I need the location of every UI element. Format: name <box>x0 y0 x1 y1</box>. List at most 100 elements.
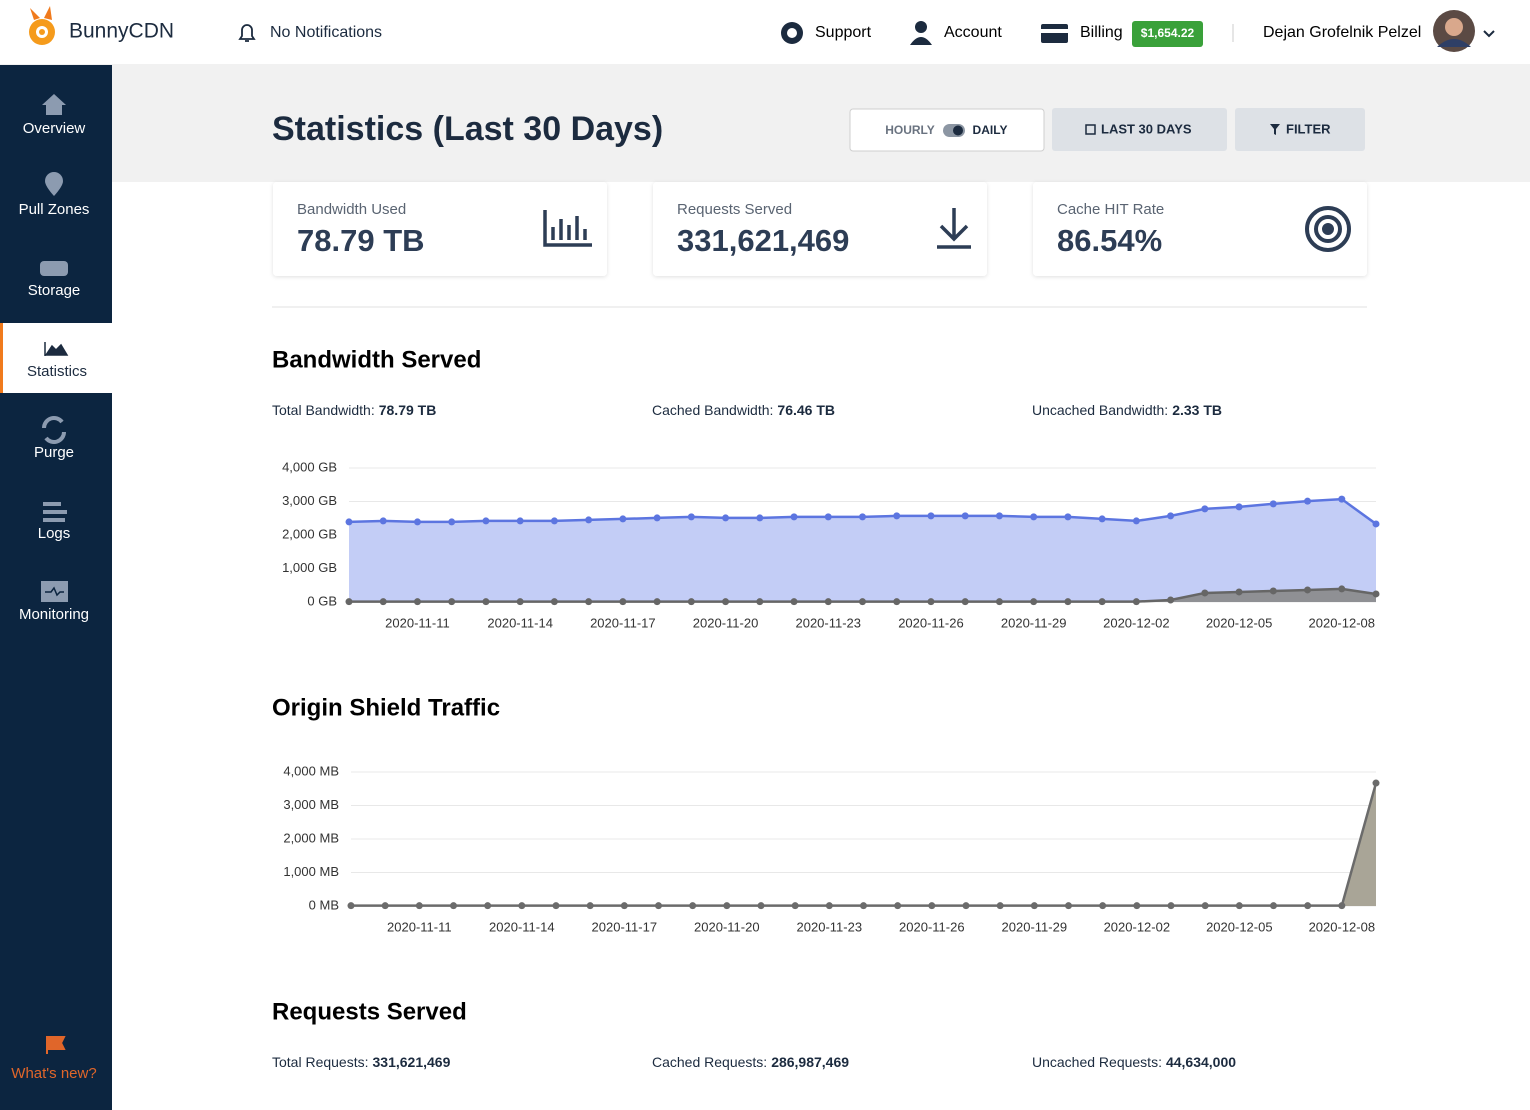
point <box>620 902 628 910</box>
balance-badge <box>1132 21 1203 47</box>
point <box>1338 902 1346 910</box>
point <box>722 514 730 522</box>
point <box>415 902 423 910</box>
point <box>757 902 765 910</box>
point <box>824 513 832 521</box>
top-bar <box>0 0 1530 65</box>
y-tick-label: 2,000 GB <box>282 526 337 541</box>
icon-whats-new <box>46 1036 66 1054</box>
section-title: Origin Shield Traffic <box>272 694 500 721</box>
point <box>619 598 627 606</box>
point <box>995 598 1003 606</box>
range-label[interactable]: LAST 30 DAYS <box>1101 121 1192 136</box>
filter-label[interactable]: FILTER <box>1286 121 1331 136</box>
icon-target <box>1305 206 1351 252</box>
point <box>1269 587 1277 595</box>
point <box>379 517 387 525</box>
nav-support[interactable]: Support <box>815 24 872 41</box>
sidebar-item[interactable]: Purge <box>34 444 74 461</box>
summary-value: 331,621,469 <box>373 1054 451 1070</box>
sidebar-item[interactable]: Statistics <box>27 363 87 380</box>
chevron[interactable] <box>1483 30 1495 38</box>
summary-value: 286,987,469 <box>771 1054 849 1070</box>
sidebar-item[interactable]: Overview <box>23 120 86 137</box>
nav-billing[interactable]: Billing <box>1080 24 1123 41</box>
card <box>273 182 607 276</box>
filter-button[interactable] <box>1235 108 1365 151</box>
logo <box>29 6 55 45</box>
point <box>516 598 524 606</box>
toggle-daily[interactable]: DAILY <box>973 123 1008 137</box>
x-tick-label: 2020-11-20 <box>694 919 760 934</box>
whats-new[interactable]: What's new? <box>11 1065 96 1082</box>
point <box>756 598 764 606</box>
range-button[interactable] <box>1052 108 1227 151</box>
point <box>961 598 969 606</box>
sidebar-item[interactable]: Storage <box>28 282 81 299</box>
point <box>1372 520 1380 528</box>
x-tick-label: 2020-11-23 <box>795 615 861 630</box>
point <box>653 514 661 522</box>
point <box>1064 598 1072 606</box>
point <box>723 902 731 910</box>
summary-label: Cached Requests: <box>652 1054 767 1070</box>
card <box>1033 182 1367 276</box>
point <box>550 598 558 606</box>
point <box>927 512 935 520</box>
sidebar-item[interactable]: Pull Zones <box>19 201 90 218</box>
point <box>518 902 526 910</box>
notifications[interactable]: No Notifications <box>270 24 382 41</box>
point <box>345 518 353 526</box>
y-tick-label: 3,000 GB <box>282 493 337 508</box>
point <box>448 598 456 606</box>
card <box>653 182 987 276</box>
toggle-hourly[interactable]: HOURLY <box>885 123 935 137</box>
card-label: Cache HIT Rate <box>1057 201 1164 218</box>
point <box>790 598 798 606</box>
point <box>1133 902 1141 910</box>
summary-label: Cached Bandwidth: <box>652 402 773 418</box>
point <box>893 512 901 520</box>
point <box>1098 598 1106 606</box>
point <box>1167 596 1175 604</box>
brand[interactable]: BunnyCDN <box>69 20 174 43</box>
user-name[interactable]: Dejan Grofelnik Pelzel <box>1263 24 1421 41</box>
x-tick-label: 2020-12-02 <box>1103 615 1170 630</box>
summary-value: 76.46 TB <box>777 402 835 418</box>
page-title: Statistics (Last 30 Days) <box>272 110 663 148</box>
x-tick-label: 2020-11-17 <box>590 615 656 630</box>
summary-item: Total Requests: 331,621,469 <box>272 1054 451 1070</box>
point <box>962 902 970 910</box>
card-value: 86.54% <box>1057 223 1162 258</box>
point <box>1030 513 1038 521</box>
section-title: Bandwidth Served <box>272 346 481 373</box>
avatar[interactable] <box>1433 10 1475 52</box>
summary-value: 78.79 TB <box>379 402 437 418</box>
toggle-knob <box>953 125 963 136</box>
x-tick-label: 2020-11-29 <box>1001 615 1067 630</box>
x-tick-label: 2020-11-14 <box>489 919 555 934</box>
sidebar-item[interactable]: Monitoring <box>19 606 89 623</box>
support-icon <box>781 22 803 44</box>
point <box>927 598 935 606</box>
point <box>1270 902 1277 910</box>
point <box>1132 598 1140 606</box>
point <box>860 902 867 910</box>
point <box>619 515 627 523</box>
nav-account[interactable]: Account <box>944 24 1002 41</box>
point <box>345 598 353 606</box>
point <box>687 598 695 606</box>
sidebar-item[interactable]: Logs <box>38 525 71 542</box>
point <box>1338 585 1346 593</box>
summary-label: Total Requests: <box>272 1054 369 1070</box>
x-tick-label: 2020-12-05 <box>1206 615 1273 630</box>
point <box>1269 500 1277 508</box>
card-label: Requests Served <box>677 201 792 218</box>
account-icon <box>910 21 932 45</box>
point <box>413 598 421 606</box>
point <box>413 518 421 526</box>
point <box>1372 590 1380 598</box>
point <box>790 513 798 521</box>
icon-requests <box>937 208 971 249</box>
